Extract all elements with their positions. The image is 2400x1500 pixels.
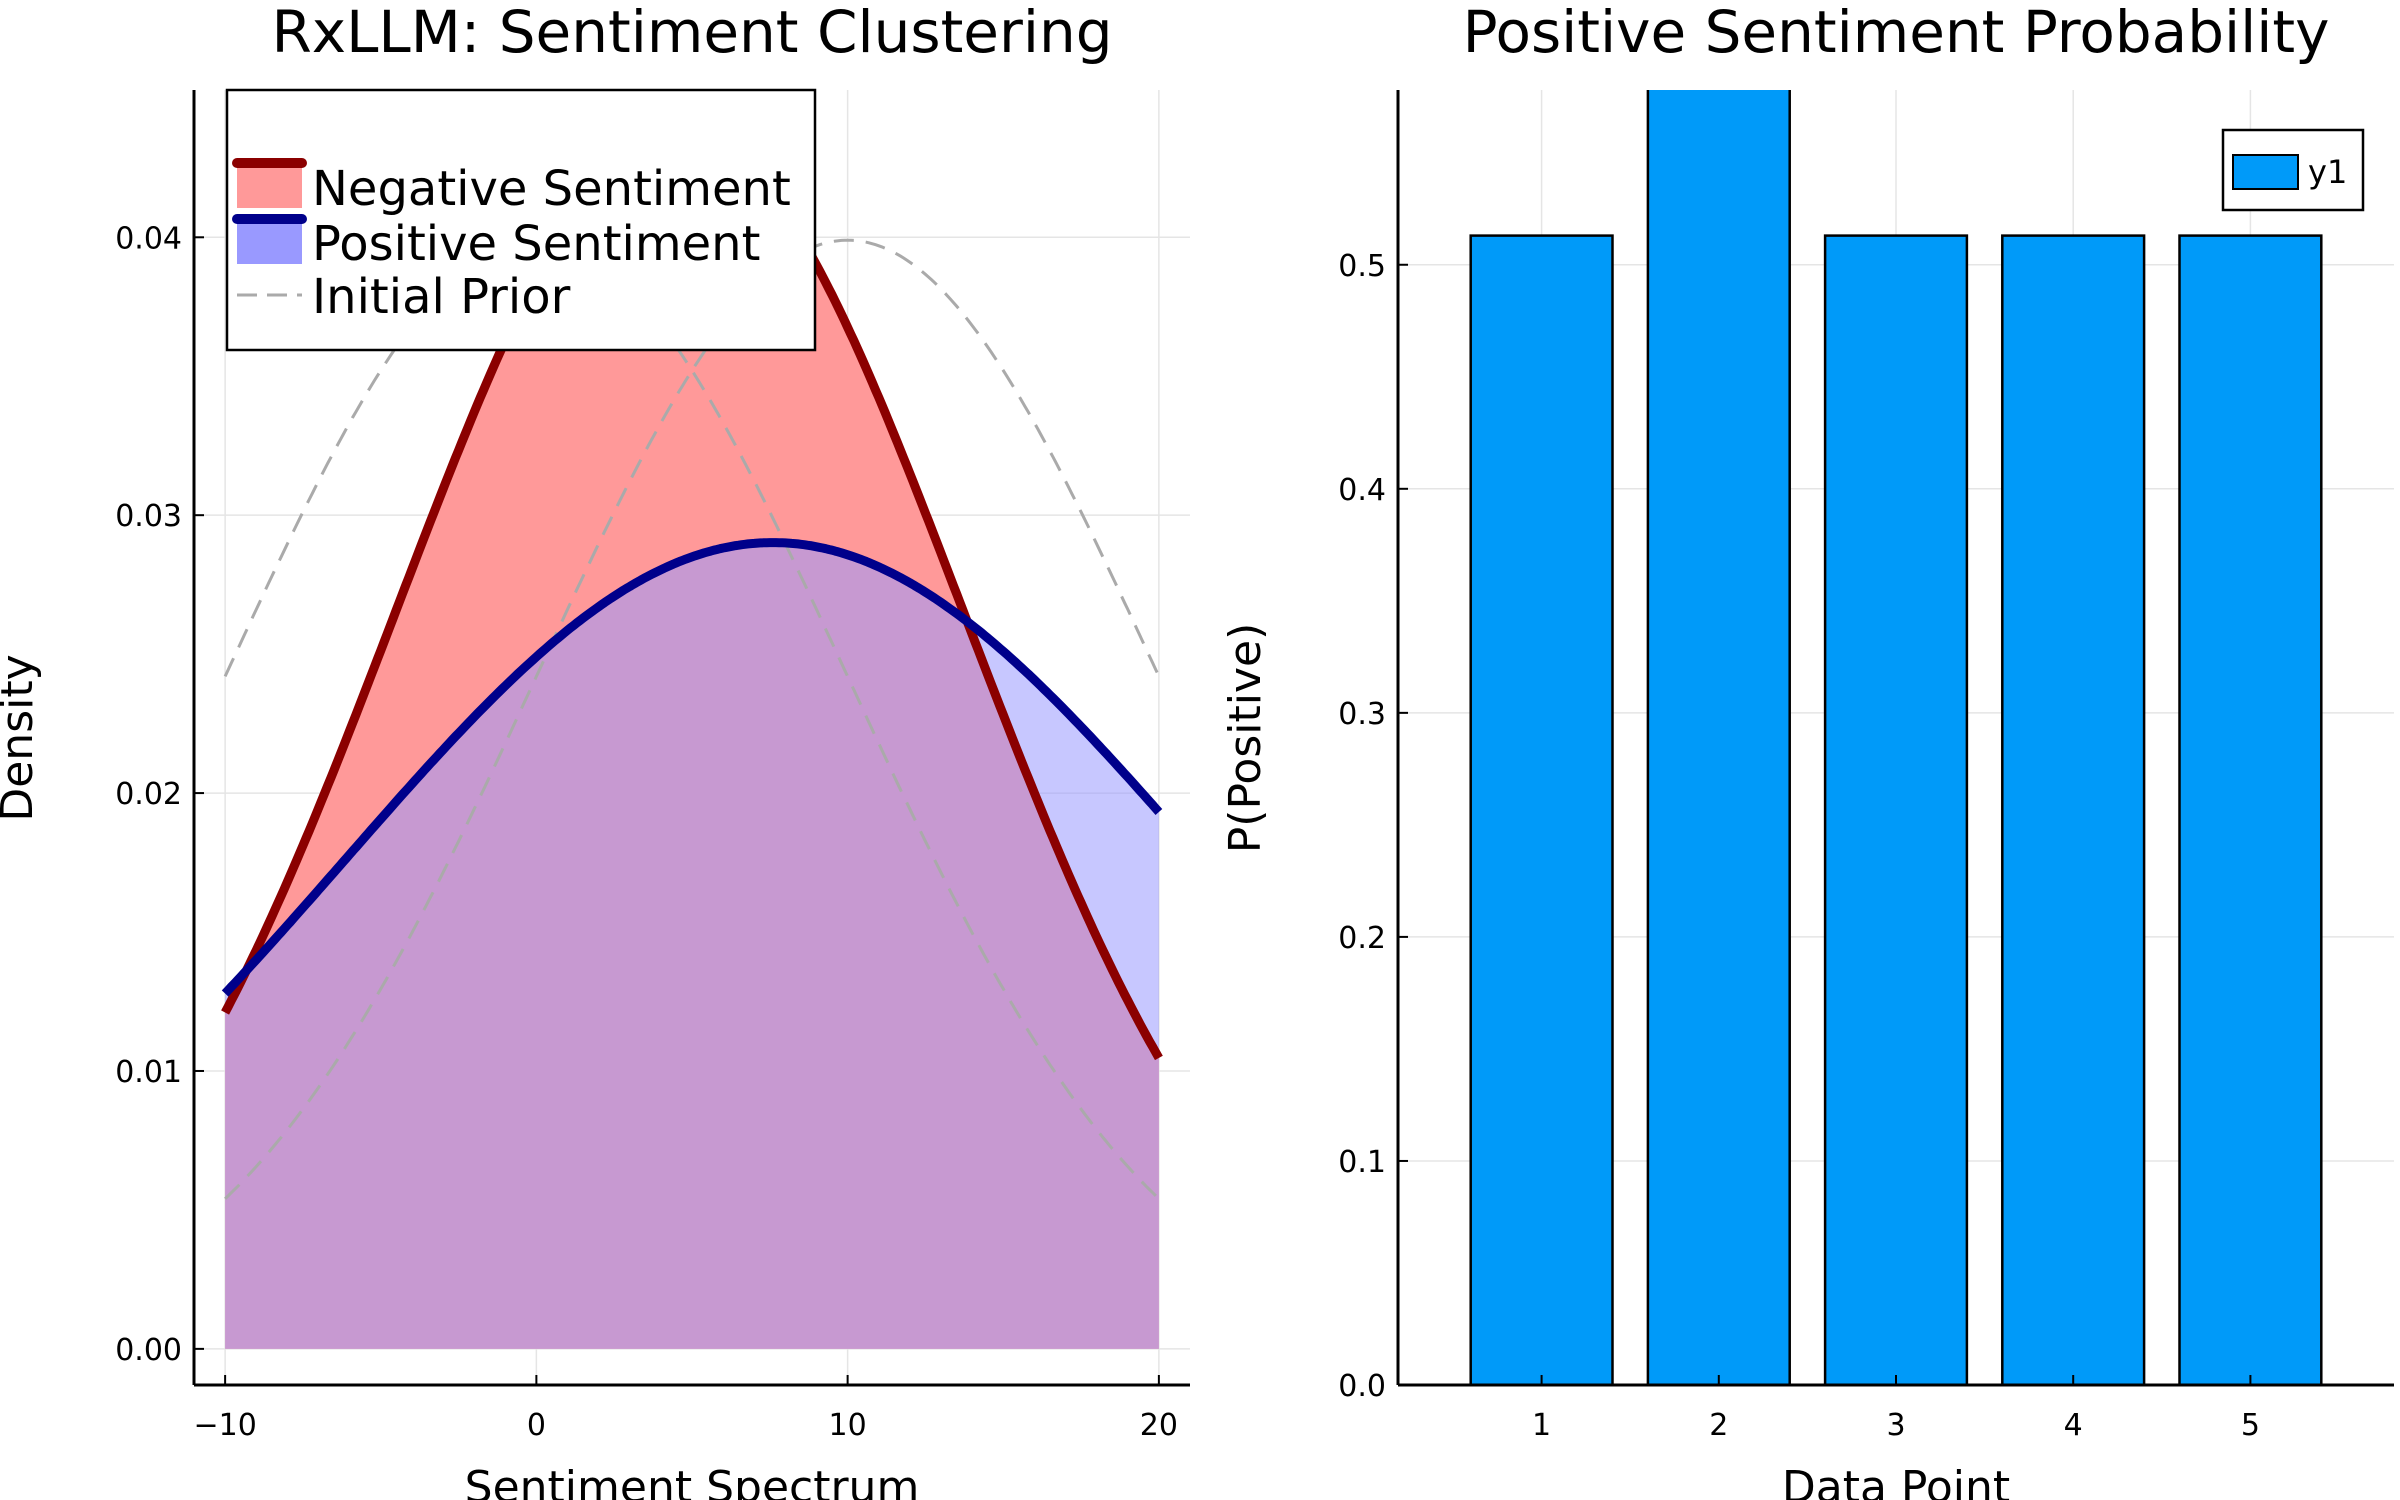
bar	[2178, 234, 2323, 1385]
initial-prior-line	[224, 238, 1161, 1200]
right-y-tick-label: 0.0	[1338, 1369, 1386, 1404]
left-y-tick-label: 0.01	[115, 1055, 182, 1090]
left-chart-title: RxLLM: Sentiment Clustering	[271, 0, 1112, 66]
right-x-tick-label: 5	[2241, 1408, 2260, 1443]
positive-sentiment-line	[221, 538, 1163, 997]
initial-prior-line	[223, 238, 1160, 1200]
left-chart: RxLLM: Sentiment Clustering −10 0 10 20 0.00…	[0, 0, 1190, 1500]
right-chart-title: Positive Sentiment Probability	[1463, 0, 2330, 66]
bar	[2001, 234, 2146, 1385]
right-plot-area	[1469, 90, 2323, 1385]
right-y-tick-label: 0.3	[1338, 697, 1386, 732]
right-y-label: P(Positive)	[1220, 623, 1271, 853]
right-x-tick-label: 1	[1532, 1408, 1551, 1443]
right-y-tick-label: 0.1	[1338, 1145, 1386, 1180]
left-legend: Negative Sentiment Positive Sentiment In…	[225, 88, 817, 352]
left-y-tick-label: 0.02	[115, 777, 182, 812]
left-ticks: −10 0 10 20 0.00 0.01 0.02 0.03 0.04	[115, 221, 1178, 1443]
right-legend: y1	[2221, 128, 2365, 212]
legend-label-positive: Positive Sentiment	[312, 216, 760, 272]
left-x-tick-label: 0	[527, 1408, 546, 1443]
legend-swatch-negative	[237, 163, 302, 208]
left-y-tick-label: 0.04	[115, 221, 182, 256]
legend-label-prior: Initial Prior	[312, 269, 571, 325]
positive-sentiment-fill	[225, 542, 1159, 1349]
left-legend-box	[225, 88, 817, 352]
bar	[1823, 234, 1969, 1385]
legend-label-y1: y1	[2308, 153, 2347, 191]
legend-label-negative: Negative Sentiment	[312, 161, 791, 217]
bar	[1646, 90, 1791, 1385]
left-x-tick-label: 20	[1140, 1408, 1178, 1443]
left-plot-area	[221, 126, 1163, 1349]
left-x-tick-label: 10	[829, 1408, 867, 1443]
right-x-tick-label: 2	[1709, 1408, 1728, 1443]
bar	[1469, 234, 1614, 1385]
right-y-tick-label: 0.4	[1338, 473, 1386, 508]
left-y-tick-label: 0.03	[115, 499, 182, 534]
right-y-tick-label: 0.5	[1338, 249, 1386, 284]
right-x-tick-label: 4	[2064, 1408, 2083, 1443]
right-x-tick-label: 3	[1886, 1408, 1905, 1443]
left-x-label: Sentiment Spectrum	[465, 1462, 920, 1500]
left-y-tick-label: 0.00	[115, 1333, 182, 1368]
left-y-label: Density	[0, 654, 43, 821]
legend-swatch-y1	[2232, 154, 2299, 190]
right-y-tick-label: 0.2	[1338, 921, 1386, 956]
right-x-label: Data Point	[1782, 1462, 2010, 1500]
legend-swatch-positive	[237, 219, 302, 264]
left-x-tick-label: −10	[193, 1408, 256, 1443]
right-chart: Positive Sentiment Probability 1 2 3 4 5 0.0 0…	[1220, 0, 2394, 1500]
right-ticks: 1 2 3 4 5 0.0 0.1 0.2 0.3 0.4 0.5	[1338, 249, 2260, 1443]
